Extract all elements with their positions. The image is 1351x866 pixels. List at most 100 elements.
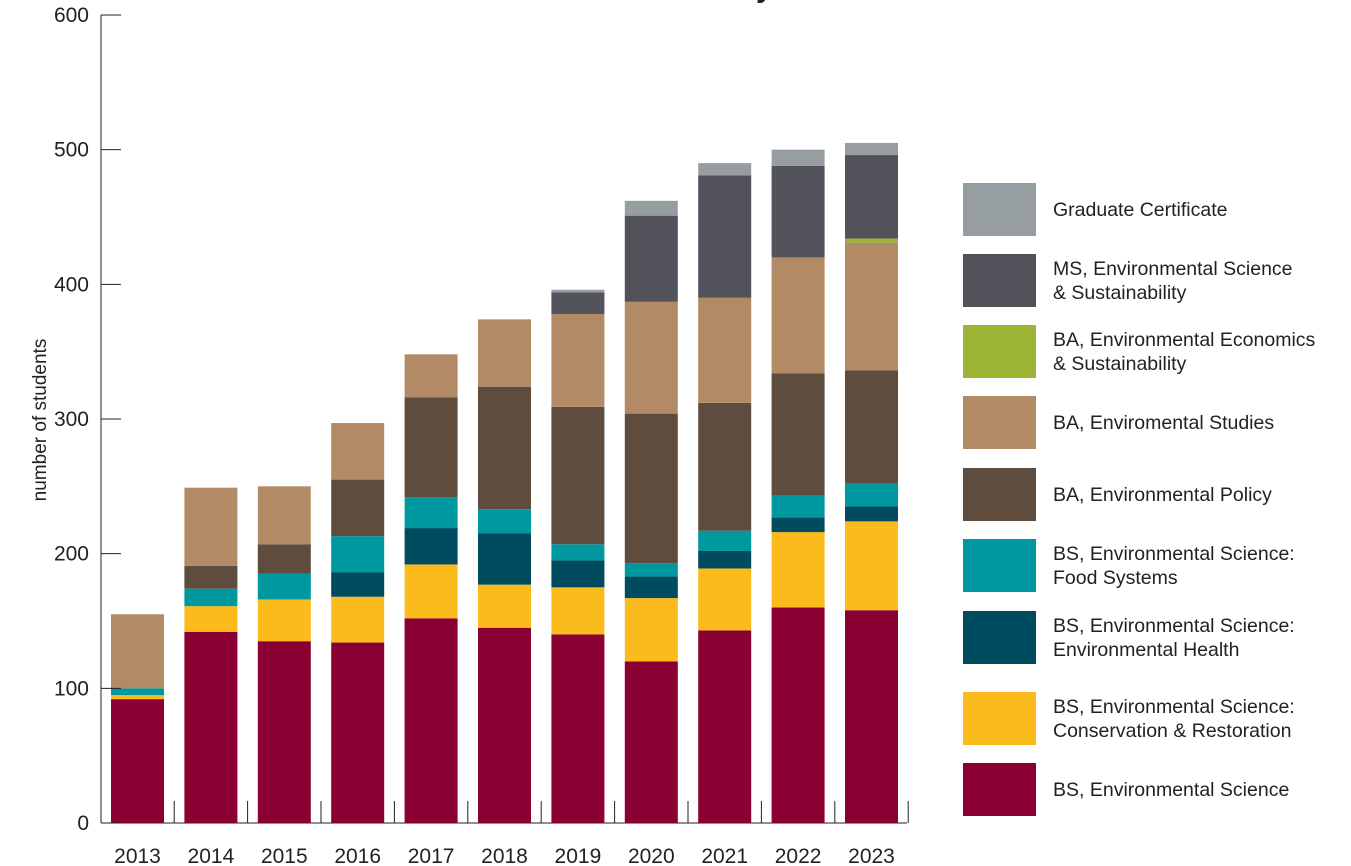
bar-segment (771, 373, 825, 496)
legend-item: BS, Environmental Science (963, 763, 1351, 816)
bar-segment (184, 487, 238, 566)
bar-segment (184, 565, 238, 589)
bar-segment (771, 607, 825, 823)
x-tick-label: 2020 (628, 845, 675, 866)
legend-label: BA, Environmental Policy (1053, 483, 1272, 506)
bar-segment (624, 301, 678, 414)
bar-segment (624, 563, 678, 577)
bar-segment (845, 142, 898, 156)
y-axis-label: number of students (30, 339, 51, 502)
bar-segment (404, 354, 458, 398)
bar-segment (845, 610, 898, 823)
bar-segment (551, 560, 605, 588)
x-tick-label: 2017 (408, 845, 455, 866)
bar-segment (478, 627, 531, 823)
legend-item: BA, Enviromental Studies (963, 396, 1351, 449)
legend-item: BS, Environmental Science: Food Systems (963, 539, 1351, 592)
bar-segment (257, 641, 311, 823)
bar-segment (111, 695, 164, 700)
x-tick-label: 2018 (481, 845, 528, 866)
bar-segment (478, 386, 531, 510)
bar-segment (478, 319, 531, 387)
bar-segment (698, 297, 752, 403)
legend-swatch (963, 325, 1036, 378)
bar-segment (845, 370, 898, 484)
legend-label: BS, Environmental Science (1053, 778, 1290, 801)
legend-swatch (963, 692, 1036, 745)
bar-segment (257, 599, 311, 642)
bar-segment (698, 568, 752, 631)
bar-segment (771, 257, 825, 374)
bar-segment (698, 530, 752, 551)
bar-segment (698, 163, 752, 176)
bar-segment (845, 155, 898, 239)
bar-segment (551, 587, 605, 635)
x-tick-label: 2019 (555, 845, 602, 866)
bar-segment (551, 313, 605, 407)
bar-segment (478, 509, 531, 534)
y-tick-label: 300 (54, 408, 89, 431)
bar-segment (771, 149, 825, 166)
bar-segment (698, 402, 752, 531)
bar-segment (404, 528, 458, 565)
bar-segment (257, 486, 311, 545)
bar-segment (624, 661, 678, 823)
bar-segment (257, 573, 311, 600)
bar-segment (184, 631, 238, 823)
bar-segment (331, 572, 385, 597)
bar-segment (478, 533, 531, 585)
x-tick-label: 2016 (334, 845, 381, 866)
legend-label: BS, Environmental Science: Food Systems (1053, 542, 1295, 589)
bar-segment (845, 242, 898, 371)
chart-title-text: y (756, 0, 773, 4)
bar-segment (184, 588, 238, 607)
bar-segment (624, 576, 678, 599)
legend-swatch (963, 254, 1036, 307)
chart-title: y (756, 0, 773, 4)
bar-segment (331, 596, 385, 643)
legend-label: Graduate Certificate (1053, 198, 1228, 221)
bar-segment (771, 165, 825, 258)
legend-swatch (963, 396, 1036, 449)
y-tick-label: 100 (54, 677, 89, 700)
legend-label: BS, Environmental Science: Environmental… (1053, 614, 1295, 661)
y-tick-label: 500 (54, 139, 89, 162)
bar-segment (845, 238, 898, 243)
bar-segment (404, 618, 458, 823)
legend-label: MS, Environmental Science & Sustainabili… (1053, 257, 1293, 304)
legend-item: BA, Environmental Economics & Sustainabi… (963, 325, 1351, 378)
bar-segment (551, 292, 605, 314)
bar-segment (257, 544, 311, 574)
legend-item: Graduate Certificate (963, 183, 1351, 236)
legend-swatch (963, 539, 1036, 592)
bar-segment (624, 413, 678, 564)
legend-swatch (963, 468, 1036, 521)
bar-segment (771, 495, 825, 518)
legend-label: BA, Environmental Economics & Sustainabi… (1053, 328, 1316, 375)
y-tick-label: 600 (54, 4, 89, 27)
y-tick-label: 200 (54, 543, 89, 566)
bar-segment (771, 532, 825, 608)
bar-segment (331, 536, 385, 573)
bar-segment (331, 423, 385, 480)
bar-segment (698, 630, 752, 823)
bar-segment (624, 598, 678, 662)
bar-segment (478, 584, 531, 628)
legend-swatch (963, 183, 1036, 236)
x-tick-label: 2015 (261, 845, 308, 866)
x-tick-label: 2014 (188, 845, 235, 866)
y-tick-label: 0 (77, 812, 89, 835)
bar-segment (404, 397, 458, 498)
bar-segment (698, 175, 752, 298)
bar-segment (845, 483, 898, 507)
bar-segment (111, 688, 164, 696)
legend-item: BS, Environmental Science: Environmental… (963, 611, 1351, 664)
bar-segment (111, 699, 164, 823)
legend-label: BS, Environmental Science: Conservation … (1053, 695, 1295, 742)
bar-segment (404, 564, 458, 619)
y-ticks: 0 100 200 300 400 500 600 (54, 4, 121, 835)
x-ticks: 2013 2014 2015 2016 2017 2018 2019 2020 2021 2022… (114, 801, 909, 866)
bar-segment (551, 544, 605, 561)
bar-segment (551, 406, 605, 545)
